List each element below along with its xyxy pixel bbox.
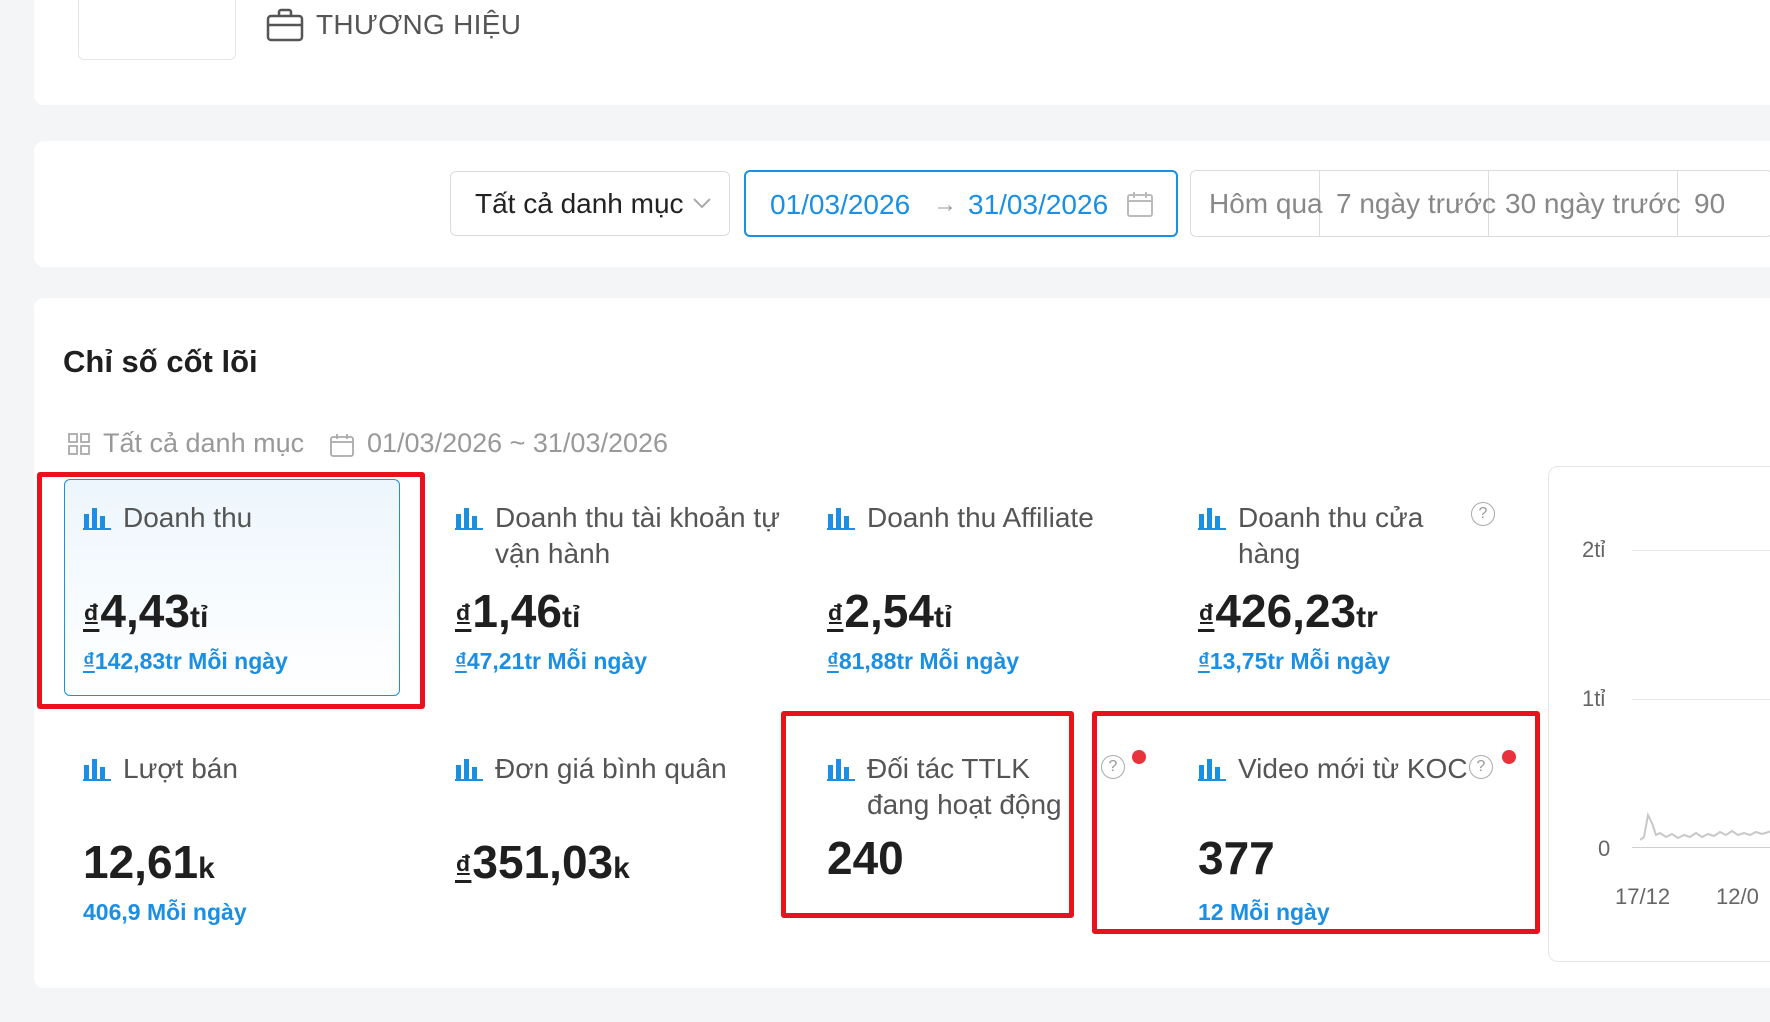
bar-chart-icon	[1198, 759, 1226, 781]
grid-icon	[68, 433, 90, 455]
metric-title: Đối tác TTLK đang hoạt động	[867, 753, 1062, 820]
metric-daily: ₫47,21tr Mỗi ngày	[455, 648, 647, 675]
metric-value: 377	[1198, 831, 1275, 885]
currency-symbol: ₫	[827, 598, 844, 634]
metric-value-number: 240	[827, 832, 904, 884]
metric-value-number: 377	[1198, 832, 1275, 884]
metric-title: Đơn giá bình quân	[495, 753, 727, 784]
metric-value: ₫1,46tỉ	[455, 584, 580, 638]
category-select-value: Tất cả danh mục	[475, 188, 684, 219]
metric-daily-text: 13,75tr Mỗi ngày	[1209, 648, 1391, 674]
metric-value: ₫351,03k	[455, 835, 630, 889]
metric-value-unit: k	[613, 852, 630, 885]
x-tick-label: 17/12	[1615, 884, 1671, 909]
metric-daily-text: 47,21tr Mỗi ngày	[466, 648, 648, 674]
highlight-box	[781, 711, 1074, 918]
metric-daily: ₫13,75tr Mỗi ngày	[1198, 648, 1390, 675]
metric-value-unit: tỉ	[933, 601, 953, 634]
x-tick-label: 12/0	[1716, 884, 1759, 909]
metric-value-unit: tỉ	[561, 601, 581, 634]
daily-currency: ₫	[83, 648, 95, 674]
highlight-box	[1092, 711, 1540, 934]
calendar-icon	[330, 434, 354, 457]
grid-line	[1632, 699, 1770, 700]
bar-chart-icon	[827, 759, 855, 781]
help-icon[interactable]: ?	[1469, 755, 1493, 779]
quick-range-30-days[interactable]: 30 ngày trước	[1489, 171, 1681, 236]
metric-value-number: 4,43	[100, 585, 190, 637]
quick-range-90-days[interactable]: 90	[1694, 188, 1726, 219]
brand-logo-placeholder	[78, 0, 236, 60]
bar-chart-icon	[83, 759, 111, 781]
currency-symbol: ₫	[83, 598, 100, 634]
metric-value: 240	[827, 831, 904, 885]
y-tick-label: 1tỉ	[1582, 686, 1606, 711]
date-start[interactable]: 01/03/2026	[770, 189, 911, 220]
metric-value-unit: tỉ	[189, 601, 209, 634]
chevron-down-icon	[693, 198, 711, 209]
trend-chart-card	[1548, 466, 1770, 962]
metric-value-unit: tr	[1356, 601, 1378, 634]
quick-range-yesterday[interactable]: Hôm qua	[1191, 171, 1323, 236]
alert-dot	[1502, 750, 1516, 764]
axis-line	[1632, 847, 1770, 848]
quick-range-7-days[interactable]: 7 ngày trước	[1320, 171, 1496, 236]
metric-value-number: 426,23	[1215, 585, 1357, 637]
metric-title: Video mới từ KOC	[1238, 753, 1468, 784]
bar-chart-icon	[827, 508, 855, 530]
daily-currency: ₫	[455, 648, 467, 674]
metric-title: Doanh thu cửa hàng	[1238, 502, 1424, 569]
daily-currency: ₫	[1198, 648, 1210, 674]
currency-symbol: ₫	[455, 849, 472, 885]
metric-daily-text: 81,88tr Mỗi ngày	[838, 648, 1020, 674]
highlight-box	[37, 472, 425, 709]
bar-chart-icon	[1198, 508, 1226, 530]
bar-chart-icon	[83, 508, 111, 530]
meta-date-range: 01/03/2026 ~ 31/03/2026	[367, 428, 669, 458]
grid-line	[1632, 550, 1770, 551]
briefcase-icon	[266, 8, 304, 42]
metric-value: ₫2,54tỉ	[827, 584, 952, 638]
metric-value-number: 1,46	[472, 585, 562, 637]
selected-tile-background	[64, 479, 400, 696]
bar-chart-icon	[455, 508, 483, 530]
daily-currency: ₫	[827, 648, 839, 674]
metric-daily: ₫142,83tr Mỗi ngày	[83, 648, 288, 675]
metric-value-number: 2,54	[844, 585, 934, 637]
category-select[interactable]: Tất cả danh mục	[450, 171, 730, 236]
bar-chart-icon	[455, 759, 483, 781]
metric-title: Lượt bán	[123, 753, 238, 784]
metric-title: Doanh thu	[123, 502, 253, 533]
date-end[interactable]: 31/03/2026	[968, 189, 1109, 220]
metric-daily: 12 Mỗi ngày	[1198, 899, 1330, 925]
metric-title: Doanh thu Affiliate	[867, 502, 1094, 533]
help-icon[interactable]: ?	[1471, 502, 1495, 526]
metric-daily: ₫81,88tr Mỗi ngày	[827, 648, 1019, 675]
metric-title: Doanh thu tài khoản tự vận hành	[495, 502, 780, 569]
metric-daily: 406,9 Mỗi ngày	[83, 899, 247, 925]
date-arrow: →	[933, 191, 957, 218]
alert-dot	[1132, 750, 1146, 764]
metric-value: ₫4,43tỉ	[83, 584, 208, 638]
meta-category: Tất cả danh mục	[103, 428, 305, 458]
quick-range-group: Hôm qua 7 ngày trước 30 ngày trước 90	[1190, 170, 1770, 237]
brand-label: THƯƠNG HIỆU	[316, 9, 522, 40]
trend-line	[1640, 811, 1770, 841]
metric-value-number: 351,03	[472, 836, 614, 888]
metric-value-unit: k	[198, 852, 215, 885]
section-title: Chỉ số cốt lõi	[63, 344, 258, 379]
metric-value: ₫426,23tr	[1198, 584, 1378, 638]
currency-symbol: ₫	[455, 598, 472, 634]
brand-card	[34, 0, 1770, 105]
date-range-picker[interactable]: 01/03/2026 → 31/03/2026	[744, 170, 1178, 237]
y-tick-label: 0	[1598, 836, 1611, 861]
metric-value-number: 12,61	[83, 836, 199, 888]
metric-value: 12,61k	[83, 835, 215, 889]
y-tick-label: 2tỉ	[1582, 537, 1606, 562]
calendar-icon	[1127, 192, 1153, 217]
currency-symbol: ₫	[1198, 598, 1215, 634]
metric-daily-text: 142,83tr Mỗi ngày	[94, 648, 288, 674]
help-icon[interactable]: ?	[1101, 755, 1125, 779]
